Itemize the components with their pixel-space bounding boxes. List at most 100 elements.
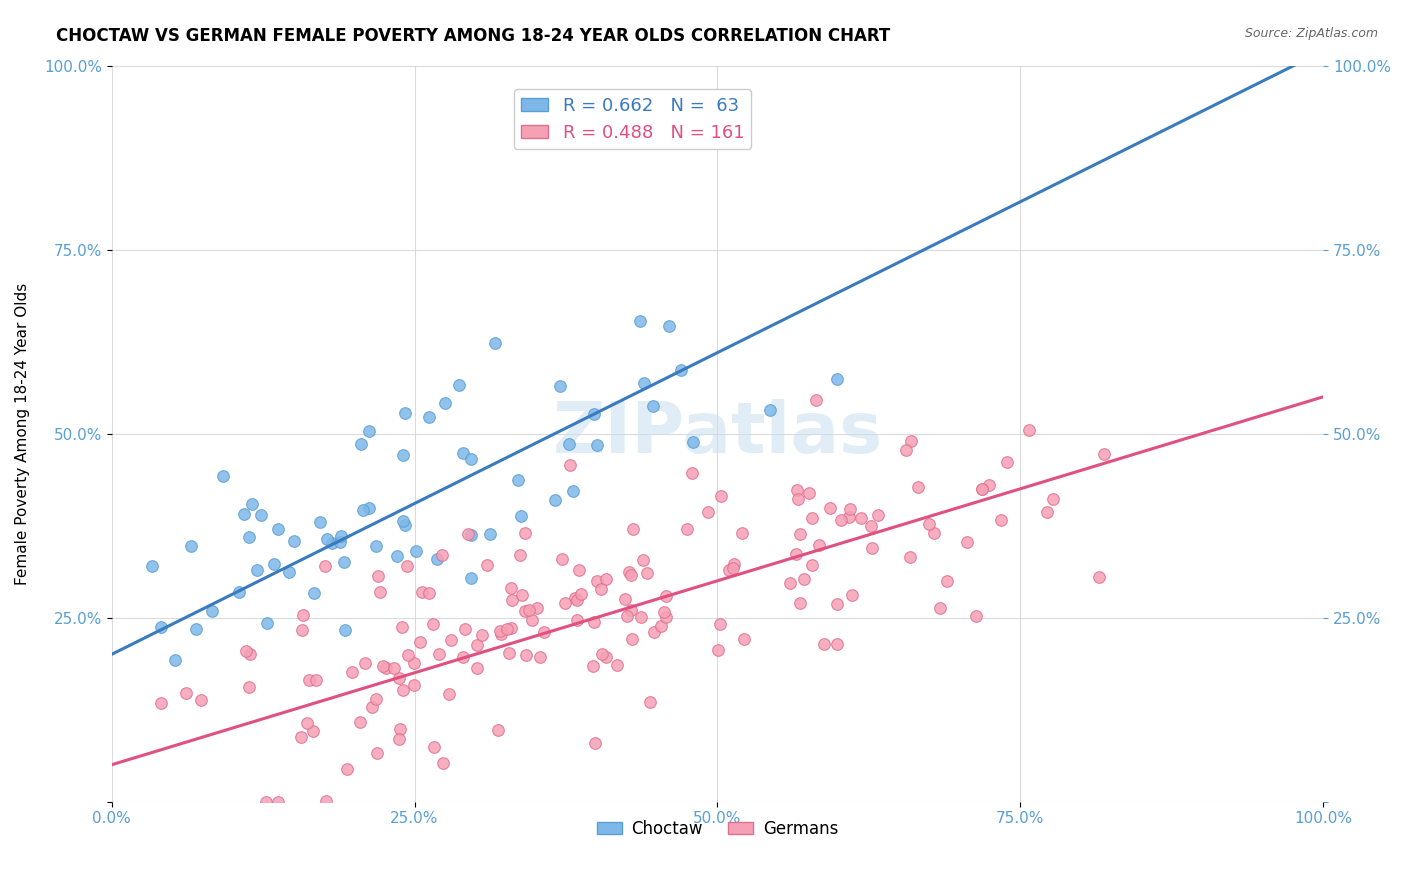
- Point: [786, 492, 808, 507]
- Point: [440, 632, 463, 647]
- Point: [235, 644, 257, 658]
- Point: [655, 589, 678, 603]
- Point: [658, 318, 681, 333]
- Point: [860, 541, 883, 555]
- Point: [616, 608, 638, 623]
- Point: [733, 632, 755, 647]
- Point: [336, 762, 359, 776]
- Point: [900, 434, 922, 449]
- Point: [709, 489, 731, 503]
- Point: [595, 572, 617, 586]
- Point: [894, 442, 917, 457]
- Point: [238, 530, 260, 544]
- Point: [249, 508, 271, 522]
- Point: [697, 505, 720, 519]
- Point: [643, 624, 665, 639]
- Y-axis label: Female Poverty Among 18-24 Year Olds: Female Poverty Among 18-24 Year Olds: [15, 283, 30, 585]
- Point: [333, 555, 356, 569]
- Point: [561, 483, 583, 498]
- Point: [509, 548, 531, 562]
- Point: [267, 795, 290, 809]
- Point: [515, 648, 537, 663]
- Point: [558, 458, 581, 472]
- Point: [283, 533, 305, 548]
- Point: [717, 563, 740, 577]
- Point: [582, 615, 605, 630]
- Point: [619, 603, 641, 617]
- Point: [1087, 570, 1109, 584]
- Point: [460, 452, 482, 467]
- Point: [305, 673, 328, 687]
- Point: [907, 480, 929, 494]
- Point: [190, 693, 212, 707]
- Point: [799, 486, 821, 500]
- Point: [433, 396, 456, 410]
- Point: [650, 619, 672, 633]
- Point: [453, 446, 475, 460]
- Point: [956, 535, 979, 549]
- Point: [349, 714, 371, 729]
- Point: [388, 671, 411, 685]
- Point: [422, 740, 444, 755]
- Point: [364, 692, 387, 706]
- Point: [676, 522, 699, 536]
- Point: [382, 660, 405, 674]
- Text: Source: ZipAtlas.com: Source: ZipAtlas.com: [1244, 27, 1378, 40]
- Point: [201, 604, 224, 618]
- Point: [329, 535, 352, 549]
- Point: [186, 623, 208, 637]
- Point: [375, 661, 398, 675]
- Point: [995, 455, 1018, 469]
- Point: [308, 516, 330, 530]
- Point: [813, 637, 835, 651]
- Point: [295, 715, 318, 730]
- Point: [990, 513, 1012, 527]
- Point: [707, 643, 730, 657]
- Point: [357, 425, 380, 439]
- Point: [389, 722, 412, 736]
- Point: [396, 559, 419, 574]
- Point: [506, 473, 529, 487]
- Point: [432, 756, 454, 770]
- Point: [302, 586, 325, 600]
- Point: [385, 549, 408, 564]
- Point: [669, 363, 692, 377]
- Point: [437, 687, 460, 701]
- Point: [333, 624, 356, 638]
- Point: [800, 511, 823, 525]
- Point: [489, 624, 512, 638]
- Point: [291, 607, 314, 622]
- Point: [239, 647, 262, 661]
- Point: [495, 622, 517, 636]
- Point: [388, 732, 411, 747]
- Point: [298, 673, 321, 687]
- Point: [793, 572, 815, 586]
- Point: [529, 649, 551, 664]
- Point: [329, 529, 352, 543]
- Point: [801, 558, 824, 572]
- Point: [418, 586, 440, 600]
- Point: [501, 581, 523, 595]
- Point: [723, 561, 745, 575]
- Point: [851, 511, 873, 525]
- Point: [965, 609, 987, 624]
- Point: [449, 377, 471, 392]
- Point: [460, 571, 482, 585]
- Point: [501, 621, 523, 635]
- Point: [565, 592, 588, 607]
- Point: [238, 680, 260, 694]
- Point: [228, 585, 250, 599]
- Point: [422, 617, 444, 632]
- Point: [256, 616, 278, 631]
- Point: [360, 700, 382, 714]
- Point: [621, 522, 644, 536]
- Point: [860, 519, 883, 533]
- Point: [640, 695, 662, 709]
- Point: [498, 646, 520, 660]
- Text: ZIPatlas: ZIPatlas: [553, 399, 883, 468]
- Point: [789, 596, 811, 610]
- Point: [970, 482, 993, 496]
- Point: [804, 392, 827, 407]
- Point: [682, 435, 704, 450]
- Point: [233, 508, 256, 522]
